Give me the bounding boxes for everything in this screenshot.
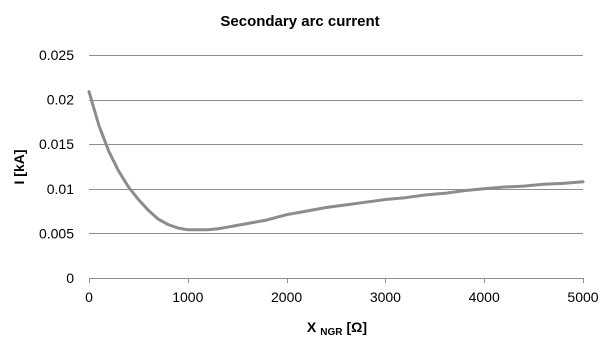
y-tick-label-0: 0	[66, 270, 74, 286]
y-tick-label-4: 0.02	[47, 92, 74, 108]
y-tick-label-3: 0.015	[39, 136, 74, 152]
x-tick-label-4: 4000	[469, 289, 500, 305]
x-tick-label-5: 5000	[567, 289, 598, 305]
x-tick-label-3: 3000	[370, 289, 401, 305]
chart-title: Secondary arc current	[220, 13, 379, 30]
y-tick-label-2: 0.01	[47, 181, 74, 197]
x-axis-title: X NGR [Ω]	[307, 319, 367, 338]
x-tick-label-0: 0	[85, 289, 93, 305]
x-tick-label-1: 1000	[172, 289, 203, 305]
x-axis	[89, 278, 584, 283]
y-axis-title: I [kA]	[11, 150, 27, 185]
series-layer	[87, 90, 585, 232]
y-tick-labels: 0 0.005 0.01 0.015 0.02 0.025	[39, 47, 74, 286]
x-axis-title-main: X	[307, 319, 317, 335]
y-tick-label-5: 0.025	[39, 47, 74, 63]
x-axis-title-unit: [Ω]	[347, 319, 368, 335]
x-tick-labels: 0 1000 2000 3000 4000 5000	[85, 289, 599, 305]
y-tick-label-1: 0.005	[39, 225, 74, 241]
x-axis-title-subscript: NGR	[320, 327, 343, 338]
x-tick-label-2: 2000	[271, 289, 302, 305]
gridlines	[89, 55, 583, 234]
series-line-0	[87, 90, 585, 232]
